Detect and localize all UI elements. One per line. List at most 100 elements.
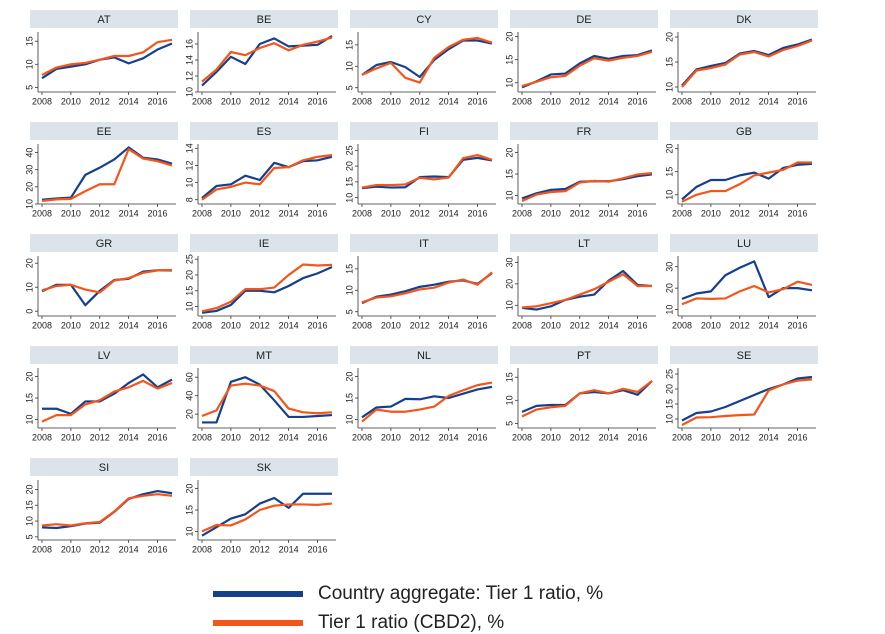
y-tick-label: 10: [344, 285, 354, 295]
x-tick-label: 2014: [439, 320, 459, 330]
panel-title: LU: [737, 238, 751, 250]
y-tick-label: 15: [344, 177, 354, 187]
x-tick-label: 2012: [730, 96, 750, 106]
y-tick-label: 10: [664, 190, 674, 200]
series-line: [361, 271, 493, 304]
x-tick-label: 2008: [32, 320, 52, 330]
panel-title: IT: [419, 238, 429, 250]
y-tick-label: 10: [504, 395, 514, 405]
x-tick-label: 2008: [192, 208, 212, 218]
series-line: [41, 493, 173, 527]
panel-title: GB: [736, 126, 752, 138]
legend-label: Country aggregate: Tier 1 ratio, %: [318, 583, 603, 604]
panel-strip: [190, 234, 338, 252]
x-tick-label: 2010: [381, 320, 401, 330]
x-tick-label: 2016: [308, 96, 328, 106]
y-tick-label: 15: [504, 169, 514, 179]
panel-strip: [670, 10, 818, 28]
y-tick-label: 15: [664, 167, 674, 177]
y-tick-label: 20: [24, 484, 34, 494]
panel-title: NL: [417, 350, 431, 362]
series-line: [361, 153, 493, 189]
y-tick-label: 15: [344, 393, 354, 403]
x-tick-label: 2008: [672, 208, 692, 218]
x-tick-label: 2016: [788, 320, 808, 330]
panel-strip: [190, 346, 338, 364]
panel-title: IE: [259, 238, 269, 250]
y-tick-label: 0: [24, 309, 34, 314]
x-tick-label: 2014: [439, 432, 459, 442]
x-tick-label: 2014: [279, 544, 299, 554]
y-tick-label: 20: [504, 279, 514, 289]
x-tick-label: 2010: [541, 96, 561, 106]
series-line: [201, 263, 333, 313]
y-tick-label: 25: [344, 145, 354, 155]
x-tick-label: 2014: [119, 208, 139, 218]
x-tick-label: 2016: [148, 320, 168, 330]
y-tick-label: 12: [184, 160, 194, 170]
x-tick-label: 2010: [221, 96, 241, 106]
y-tick-label: 15: [504, 55, 514, 65]
x-tick-label: 2008: [672, 96, 692, 106]
y-tick-label: 60: [184, 372, 194, 382]
series-line: [201, 35, 333, 87]
x-tick-label: 2016: [468, 96, 488, 106]
y-tick-label: 30: [504, 257, 514, 267]
y-tick-label: 10: [344, 193, 354, 203]
panel-title: GR: [96, 238, 113, 250]
y-tick-label: 12: [184, 71, 194, 81]
series-line: [361, 36, 493, 84]
y-tick-label: 10: [504, 190, 514, 200]
panel-strip: [30, 458, 178, 476]
series-line: [521, 380, 653, 413]
x-tick-label: 2012: [90, 432, 110, 442]
x-tick-label: 2012: [250, 432, 270, 442]
y-tick-label: 10: [184, 87, 194, 97]
panel-strip: [30, 346, 178, 364]
y-tick-label: 20: [184, 409, 194, 419]
x-tick-label: 2012: [250, 544, 270, 554]
y-tick-label: 40: [184, 391, 194, 401]
x-tick-label: 2010: [61, 208, 81, 218]
x-tick-label: 2014: [279, 432, 299, 442]
series-line: [41, 38, 173, 76]
x-tick-label: 2012: [90, 320, 110, 330]
y-tick-label: 5: [344, 85, 354, 90]
x-tick-label: 2014: [599, 96, 619, 106]
y-tick-label: 30: [24, 165, 34, 175]
y-tick-label: 15: [664, 399, 674, 409]
series-line: [201, 492, 332, 537]
panel-title: SE: [737, 350, 752, 362]
x-tick-label: 2008: [192, 320, 212, 330]
y-tick-label: 15: [664, 57, 674, 67]
panel-strip: [30, 234, 178, 252]
series-line: [201, 502, 333, 533]
series-line: [521, 49, 653, 89]
y-tick-label: 10: [24, 282, 34, 292]
y-tick-label: 25: [664, 369, 674, 379]
panel-strip: [510, 346, 658, 364]
y-tick-label: 10: [24, 414, 34, 424]
series-line: [42, 373, 173, 415]
x-tick-label: 2012: [570, 432, 590, 442]
panel-title: ES: [257, 126, 272, 138]
x-tick-label: 2008: [192, 96, 212, 106]
x-tick-label: 2014: [759, 208, 779, 218]
x-tick-label: 2010: [61, 320, 81, 330]
panel-strip: [350, 10, 498, 28]
series-line: [201, 36, 333, 83]
series-line: [361, 156, 493, 190]
y-tick-label: 40: [24, 148, 34, 158]
x-tick-label: 2016: [468, 320, 488, 330]
legend-label: Tier 1 ratio (CBD2), %: [318, 612, 504, 633]
y-tick-label: 20: [344, 372, 354, 382]
y-tick-label: 10: [664, 305, 674, 315]
y-tick-label: 10: [184, 302, 194, 312]
x-tick-label: 2008: [32, 432, 52, 442]
x-tick-label: 2012: [250, 96, 270, 106]
x-tick-label: 2010: [221, 320, 241, 330]
x-tick-label: 2008: [352, 320, 372, 330]
x-tick-label: 2010: [381, 432, 401, 442]
x-tick-label: 2014: [599, 320, 619, 330]
